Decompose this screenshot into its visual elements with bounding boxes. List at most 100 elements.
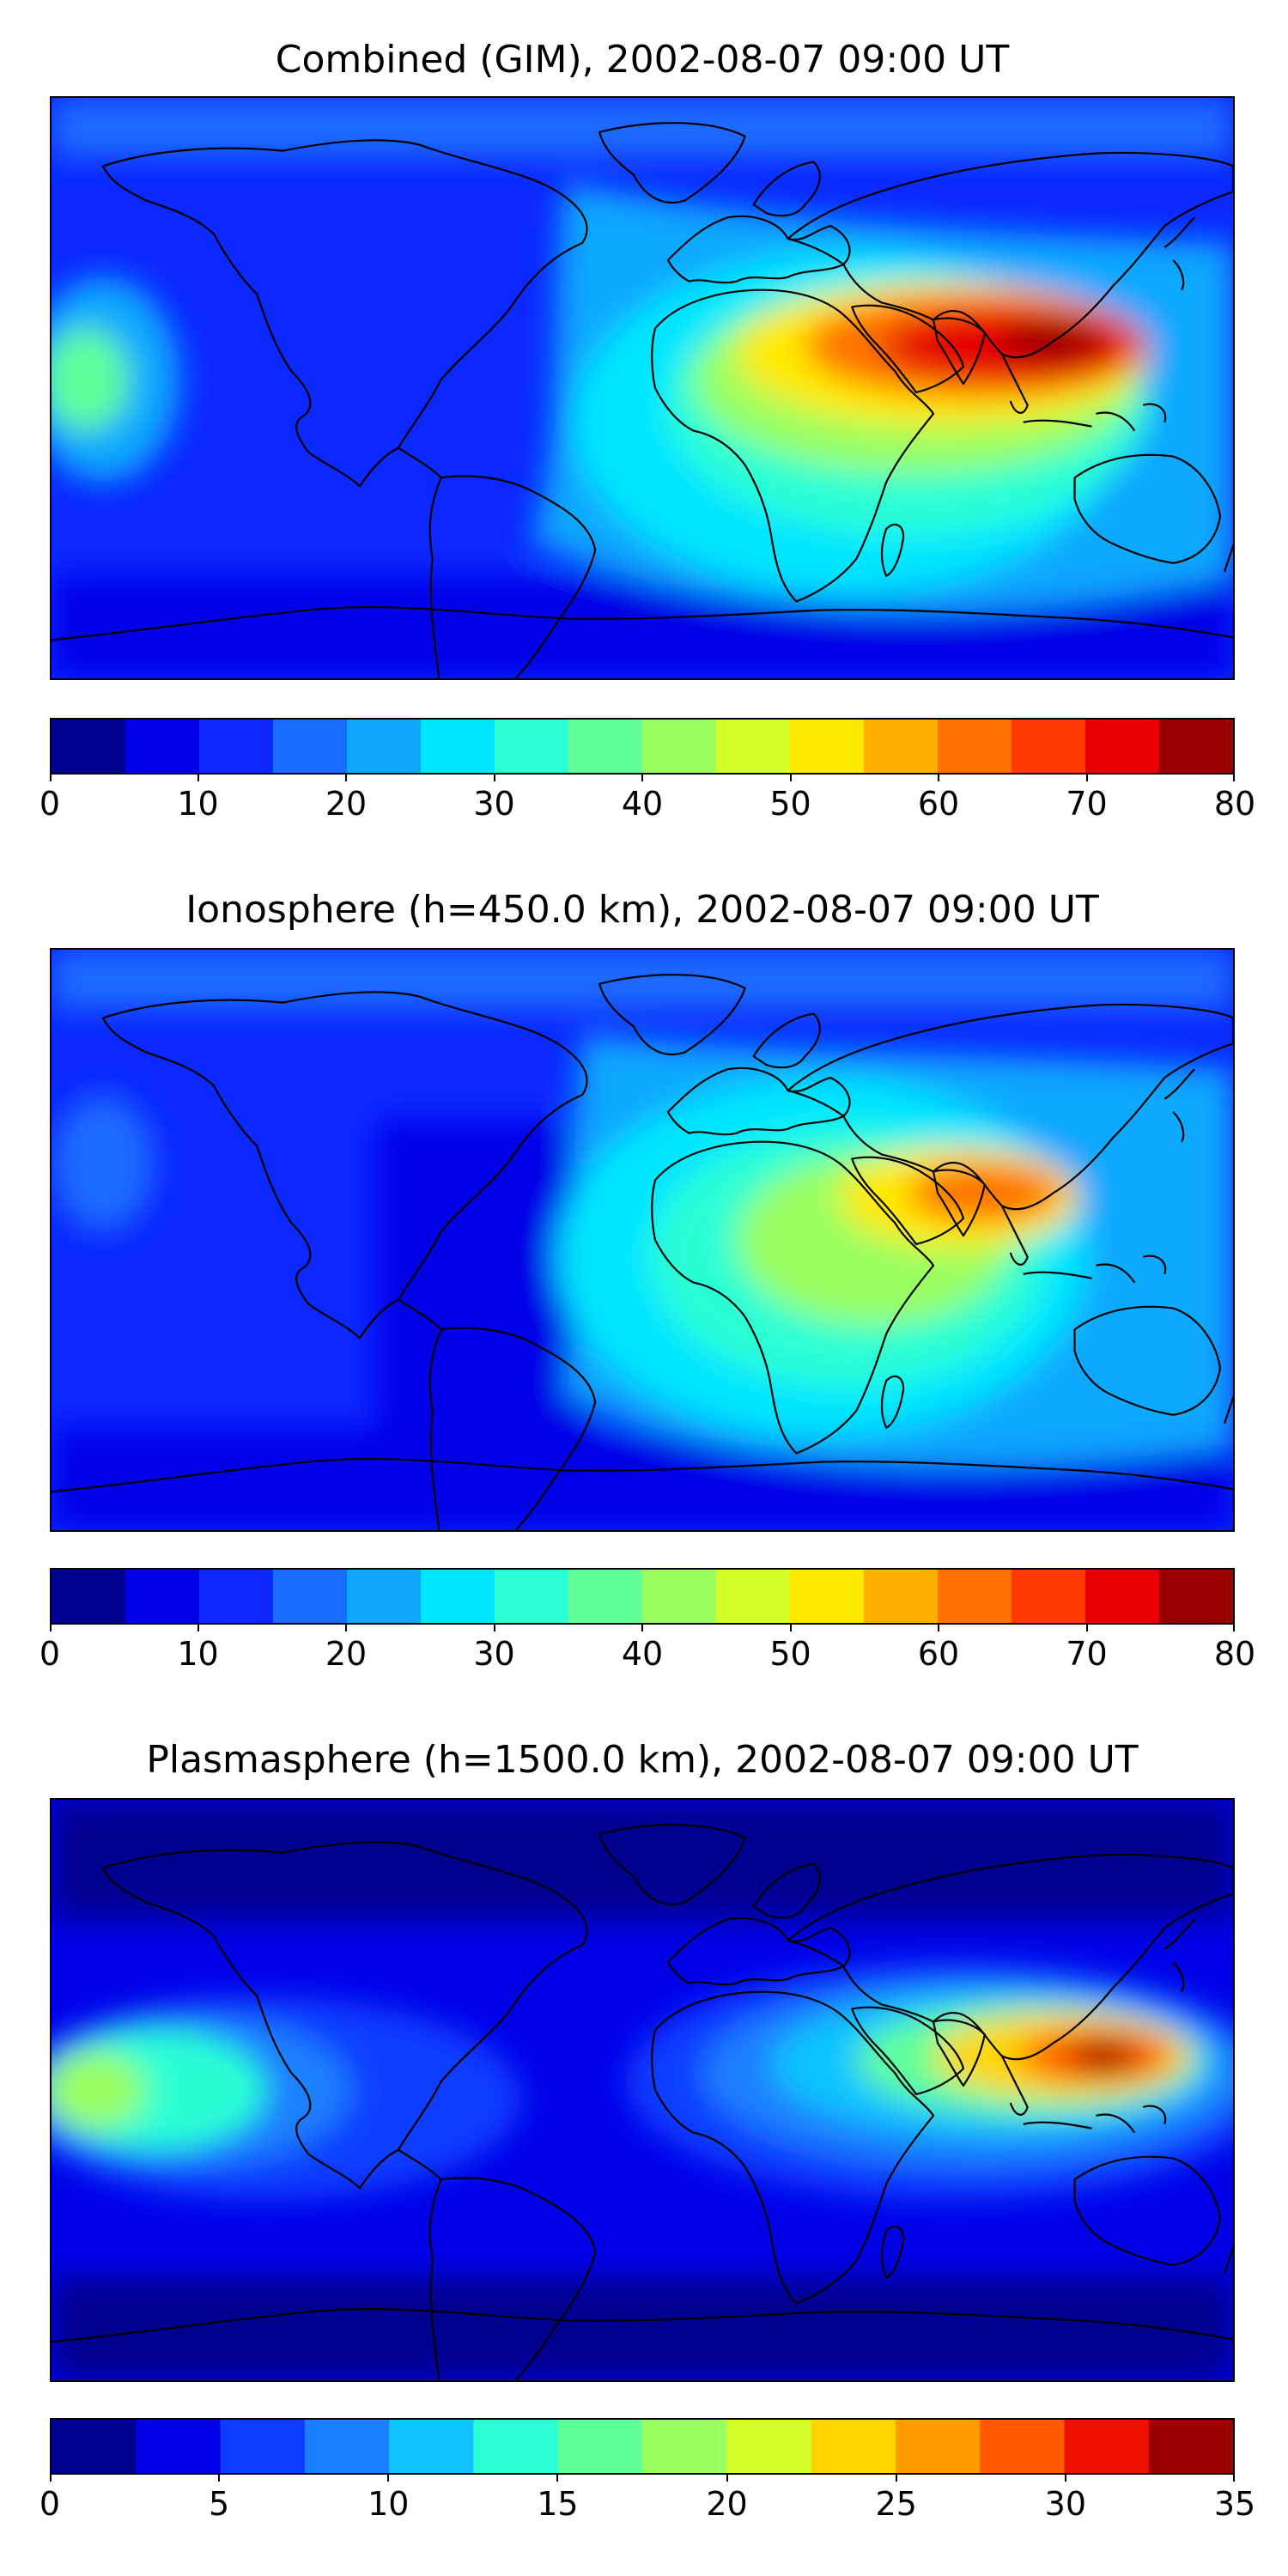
colorbar-tick-label: 35	[1213, 2485, 1256, 2523]
colorbar-tick-label: 10	[177, 1635, 219, 1673]
tec-map	[50, 96, 1235, 680]
colorbar-band	[1159, 1570, 1233, 1623]
colorbar-tick-label: 30	[473, 785, 515, 823]
colorbar-band	[642, 1570, 717, 1623]
colorbar-tick-label: 30	[473, 1635, 515, 1673]
colorbar-band	[895, 2420, 981, 2473]
colorbar-band	[273, 720, 348, 773]
colorbar-tick-label: 15	[537, 2485, 579, 2523]
colorbar-band	[52, 2420, 137, 2473]
colorbar-band	[557, 2420, 643, 2473]
colorbar-tick	[197, 1623, 199, 1631]
colorbar-tick	[938, 1623, 939, 1631]
tec-map-svg	[52, 1800, 1233, 2380]
panel-title: Ionosphere (h=450.0 km), 2002-08-07 09:0…	[185, 888, 1099, 932]
colorbar-tick-label: 5	[209, 2485, 230, 2523]
colorbar-band	[716, 720, 791, 773]
colorbar-tick	[1233, 2473, 1235, 2482]
colorbar-tick-label: 20	[706, 2485, 748, 2523]
colorbar-tick-label: 0	[39, 785, 61, 823]
colorbar-tick	[50, 2473, 52, 2482]
colorbar-band	[642, 720, 717, 773]
colorbar-tick	[641, 1623, 643, 1631]
colorbar-band	[938, 1570, 1012, 1623]
colorbar-band	[199, 1570, 274, 1623]
colorbar-band	[273, 1570, 348, 1623]
panel-title: Plasmasphere (h=1500.0 km), 2002-08-07 0…	[146, 1738, 1139, 1782]
panel-title: Combined (GIM), 2002-08-07 09:00 UT	[275, 38, 1010, 82]
colorbar-tick-label: 70	[1066, 1635, 1108, 1673]
colorbar-tick	[1064, 2473, 1066, 2482]
colorbar-tick-label: 50	[769, 1635, 811, 1673]
colorbar-band	[421, 1570, 495, 1623]
colorbar-band	[304, 2420, 390, 2473]
colorbar-tick	[50, 1623, 52, 1631]
colorbar-band	[125, 720, 200, 773]
colorbar-tick	[1085, 1623, 1088, 1631]
colorbar-tick-label: 50	[769, 785, 811, 823]
colorbar-band	[864, 1570, 939, 1623]
colorbar-tick-label: 30	[1044, 2485, 1087, 2523]
colorbar-tick-label: 40	[621, 1635, 664, 1673]
colorbar-band	[1085, 720, 1160, 773]
colorbar-band	[716, 1570, 791, 1623]
colorbar-tick	[1233, 773, 1235, 781]
colorbar-tick	[789, 773, 792, 781]
colorbar-band	[642, 2420, 727, 2473]
colorbar-band	[1159, 720, 1233, 773]
colorbar-band	[864, 720, 939, 773]
colorbar-tick	[493, 773, 495, 781]
colorbar-bands	[52, 1570, 1233, 1623]
colorbar-tick	[50, 773, 52, 781]
colorbar-band	[811, 2420, 896, 2473]
colorbar-tick	[789, 1623, 792, 1631]
colorbar-band	[347, 1570, 422, 1623]
colorbar-tick-label: 0	[39, 2485, 61, 2523]
colorbar-band	[495, 1570, 569, 1623]
colorbar-bands	[52, 720, 1233, 773]
colorbar-band	[1012, 1570, 1086, 1623]
colorbar-tick-label: 20	[325, 785, 368, 823]
colorbar-band	[1064, 2420, 1150, 2473]
colorbar-band	[473, 2420, 559, 2473]
colorbar-tick	[387, 2473, 390, 2482]
colorbar-band	[1085, 1570, 1160, 1623]
colorbar-band	[389, 2420, 475, 2473]
colorbar-ticks: 0 5 10 15 20 25 30 35	[39, 2473, 1255, 2524]
colorbar-tick	[938, 773, 939, 781]
tec-map-svg	[52, 950, 1233, 1530]
colorbar-tick-label: 60	[917, 785, 960, 823]
colorbar-band	[980, 2420, 1066, 2473]
colorbar-tick	[556, 2473, 559, 2482]
colorbar-tick	[218, 2473, 221, 2482]
colorbar-band	[790, 720, 865, 773]
colorbar-band	[568, 720, 643, 773]
tec-map	[50, 948, 1235, 1532]
colorbar-band	[726, 2420, 812, 2473]
colorbar-ticks: 0 10 20 30 40 50 60 70 80	[39, 1623, 1255, 1674]
colorbar-band	[199, 720, 274, 773]
colorbar-tick	[197, 773, 199, 781]
tec-map	[50, 1798, 1235, 2382]
colorbar-tick-label: 40	[621, 785, 664, 823]
colorbar-band	[125, 1570, 200, 1623]
colorbar-band	[568, 1570, 643, 1623]
colorbar-tick	[345, 773, 347, 781]
colorbar-band	[52, 1570, 126, 1623]
colorbar-tick	[493, 1623, 495, 1631]
colorbar-tick-label: 60	[917, 1635, 960, 1673]
colorbar-band	[938, 720, 1012, 773]
colorbar-tick	[1233, 1623, 1235, 1631]
colorbar-tick-label: 25	[875, 2485, 917, 2523]
colorbar-tick	[641, 773, 643, 781]
colorbar-band	[421, 720, 495, 773]
colorbar-band	[52, 720, 126, 773]
colorbar-tick	[1085, 773, 1088, 781]
colorbar	[50, 1568, 1235, 1625]
colorbar-band	[790, 1570, 865, 1623]
colorbar-band	[136, 2420, 222, 2473]
colorbar-band	[1148, 2420, 1233, 2473]
colorbar-tick	[895, 2473, 897, 2482]
colorbar	[50, 718, 1235, 775]
colorbar-tick-label: 0	[39, 1635, 61, 1673]
